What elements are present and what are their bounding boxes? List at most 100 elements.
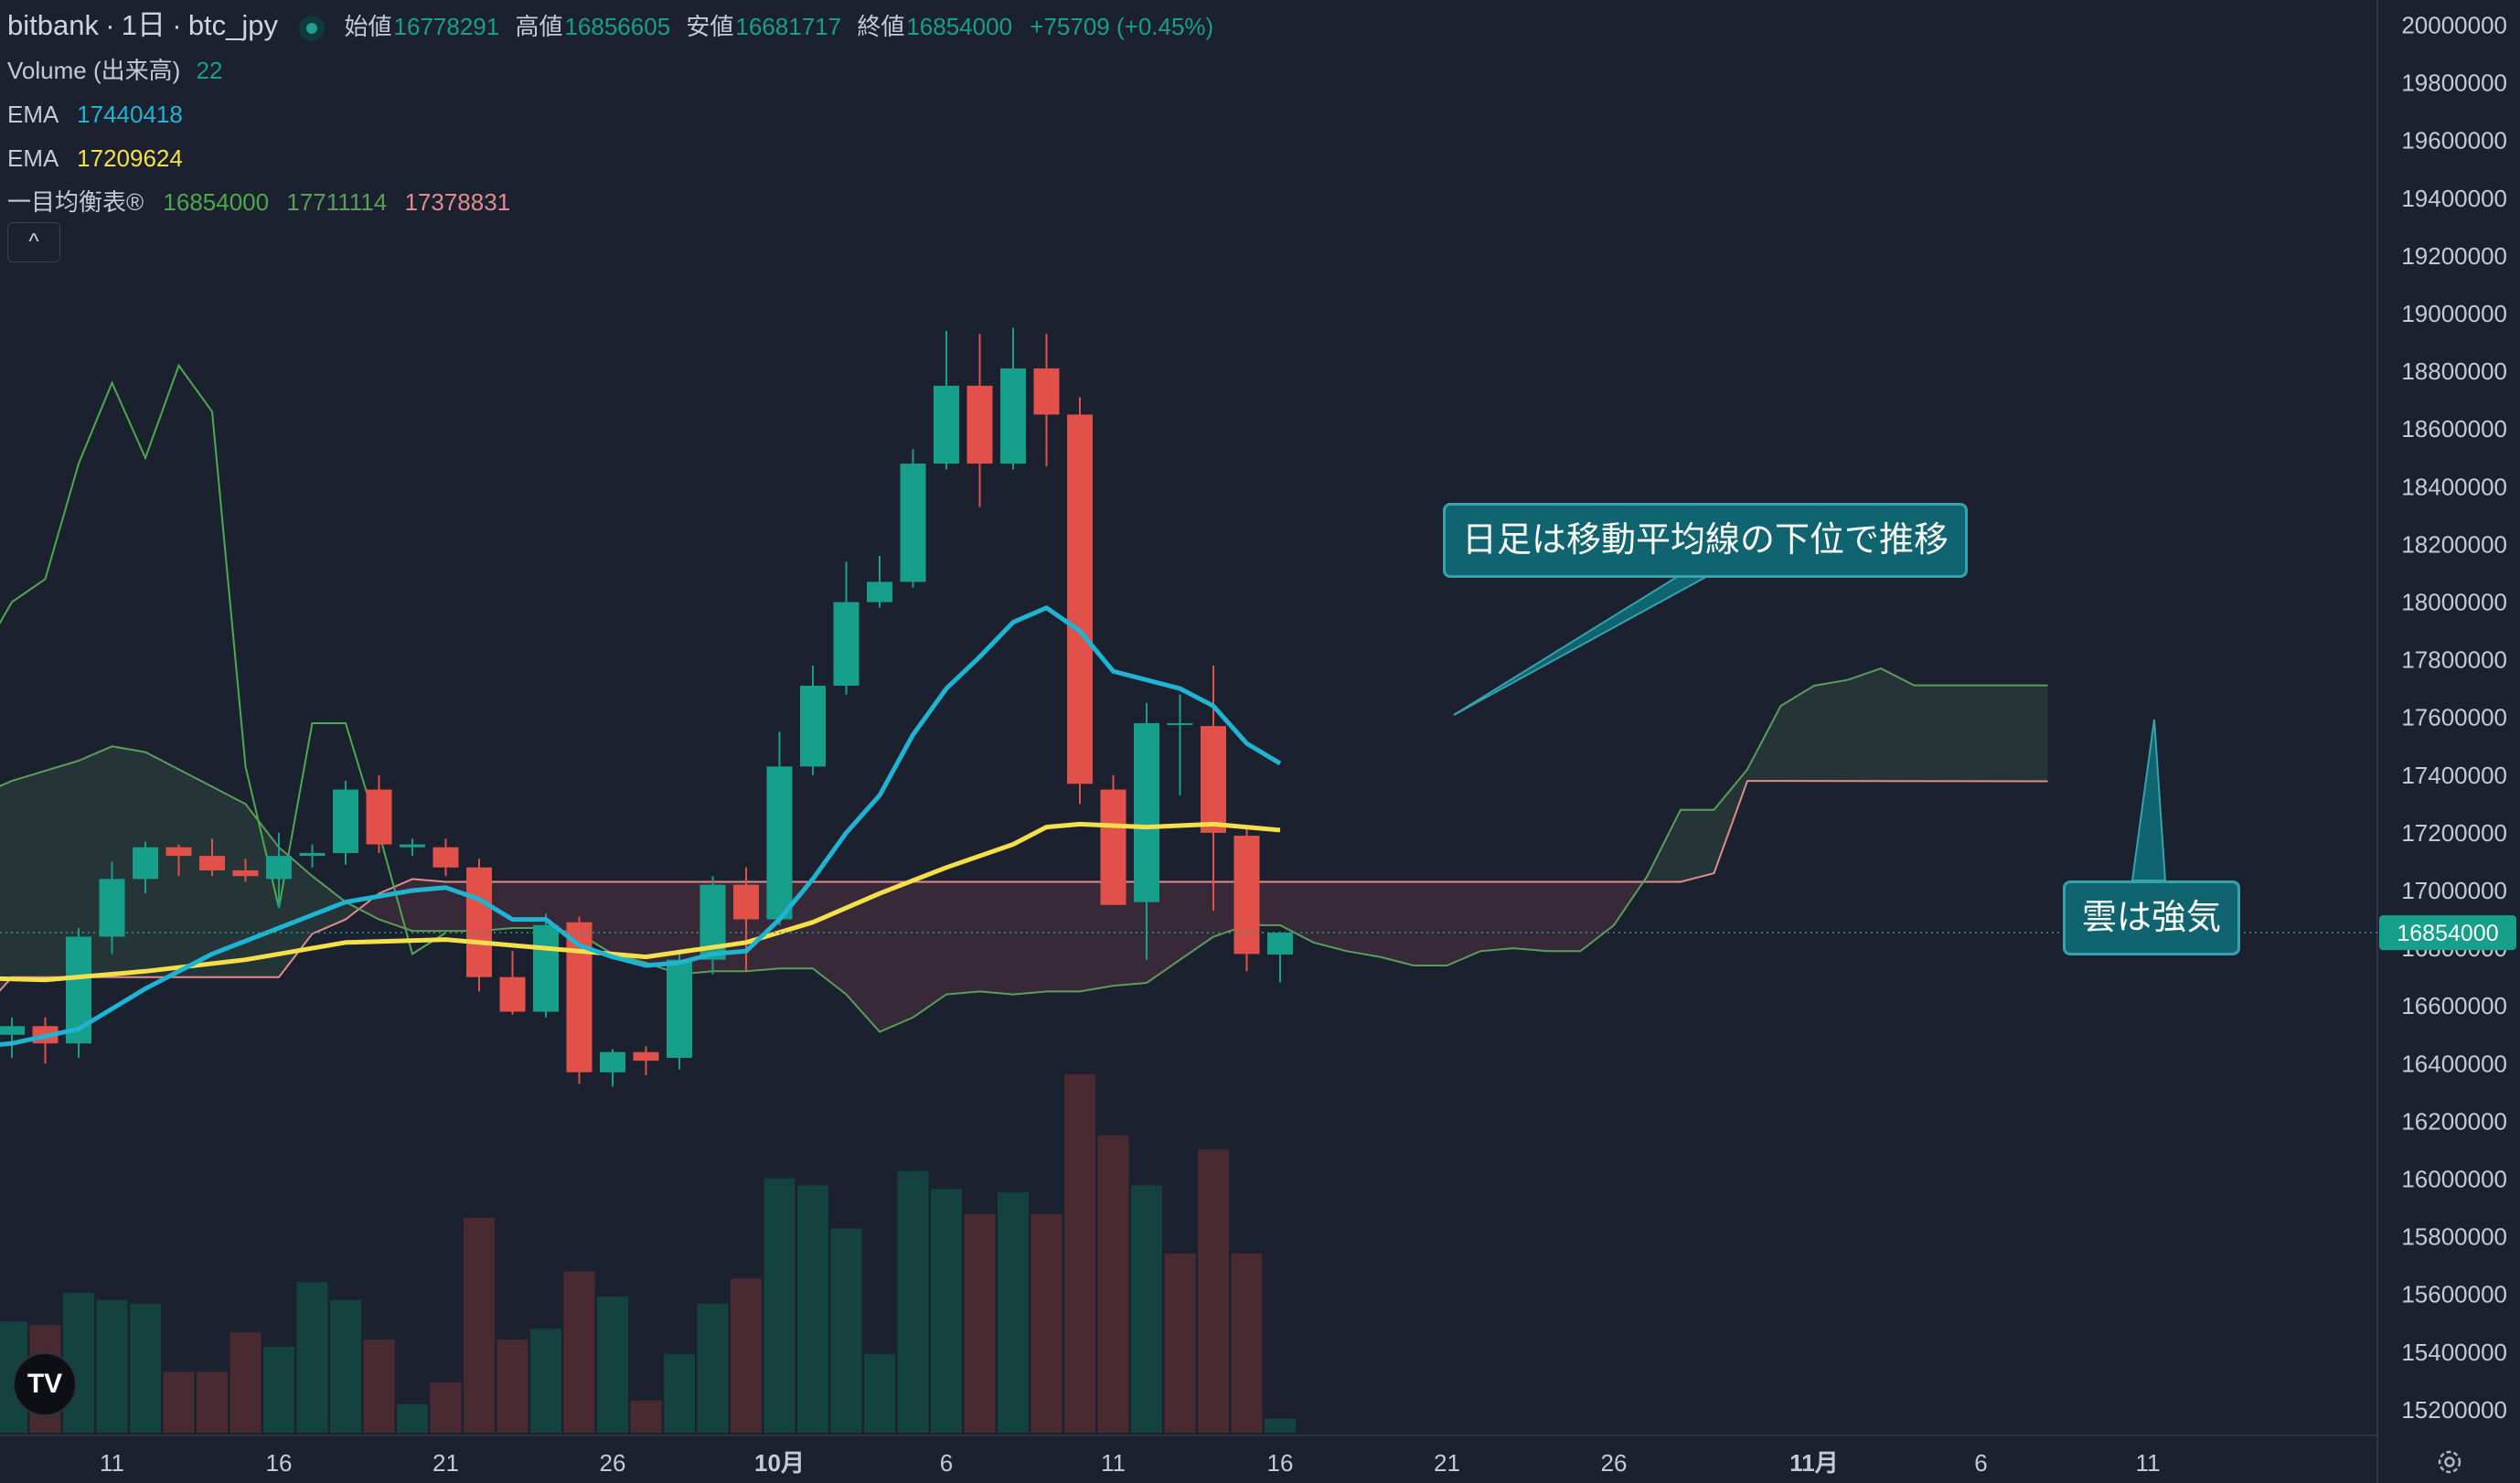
annotation-callout-moving-average[interactable]: 日足は移動平均線の下位で推移: [1443, 503, 1969, 578]
volume-bar: [931, 1189, 962, 1433]
y-axis-tick-label: 16400000: [2401, 1050, 2507, 1077]
volume-bar: [397, 1403, 428, 1433]
candle-down: [1100, 789, 1127, 905]
symbol-name[interactable]: btc_jpy: [187, 9, 279, 41]
x-axis-tick-label: 11: [100, 1449, 124, 1477]
price-axis-panel: [2377, 0, 2520, 1483]
change-value: +75709 (+0.45%): [1030, 13, 1214, 40]
ema-fast-value: 17440418: [77, 101, 183, 128]
y-axis-tick-label: 15400000: [2401, 1339, 2507, 1366]
volume-bar: [1164, 1254, 1196, 1433]
y-axis-tick-label: 18800000: [2401, 357, 2507, 385]
ichimoku-value-1: 16854000: [163, 188, 270, 216]
volume-bar: [363, 1339, 395, 1433]
legend-collapse-button[interactable]: ^: [7, 222, 60, 262]
y-axis-tick-label: 19600000: [2401, 127, 2507, 155]
candle-down: [1067, 414, 1093, 784]
y-axis-tick-label: 16000000: [2401, 1166, 2507, 1193]
candle-up: [667, 959, 692, 1058]
y-axis-tick-label: 18600000: [2401, 415, 2507, 443]
settings-gear-icon[interactable]: [2434, 1446, 2465, 1478]
ichimoku-chikou-line: [0, 363, 447, 955]
callout-pointer: [2130, 719, 2167, 881]
ichimoku-value-2: 17711114: [286, 188, 388, 216]
high-value: 16856605: [564, 13, 671, 40]
candle-up: [400, 844, 425, 848]
volume-bar: [163, 1371, 195, 1433]
candle-up: [833, 602, 860, 686]
ema-fast-legend-row[interactable]: EMA 17440418: [7, 92, 1223, 136]
volume-label: Volume (出来高): [7, 57, 181, 84]
logo-text: TV: [27, 1369, 63, 1399]
candle-up: [99, 879, 125, 937]
x-axis-tick-label: 21: [432, 1449, 459, 1477]
tradingview-logo-icon[interactable]: TV: [13, 1352, 77, 1416]
volume-bar: [998, 1192, 1029, 1433]
ichimoku-span-b-line: [0, 780, 2048, 992]
ema-fast-label: EMA: [7, 101, 58, 128]
candle-down: [466, 867, 492, 977]
x-axis-tick-label: 16: [266, 1449, 293, 1477]
volume-bar: [731, 1278, 762, 1433]
volume-bar: [1030, 1213, 1062, 1433]
exchange-name[interactable]: bitbank: [7, 9, 99, 41]
interval[interactable]: 1日: [121, 9, 166, 41]
candle-down: [432, 847, 459, 868]
volume-value: 22: [196, 57, 223, 84]
close-label: 終値: [857, 13, 905, 40]
candle-up: [766, 766, 793, 920]
candle-down: [232, 870, 259, 877]
x-axis-tick-label: 10月: [754, 1449, 805, 1477]
ichimoku-legend-row[interactable]: 一目均衡表® 16854000 17711114 17378831: [7, 180, 1223, 224]
x-axis-tick-label: 11: [1101, 1449, 1126, 1477]
volume-bar: [664, 1353, 695, 1433]
x-axis-tick-label: 6: [940, 1449, 953, 1477]
candle-up: [800, 685, 826, 767]
volume-bar: [964, 1213, 996, 1433]
close-value: 16854000: [906, 13, 1013, 40]
y-axis-tick-label: 16200000: [2401, 1107, 2507, 1135]
volume-bar: [1231, 1254, 1263, 1433]
callout-text: 雲は強気: [2082, 899, 2222, 937]
y-axis-tick-label: 18000000: [2401, 589, 2507, 616]
y-axis-tick-label: 19000000: [2401, 300, 2507, 327]
chevron-up-icon: ^: [28, 229, 39, 254]
candle-up: [867, 581, 892, 603]
volume-bar: [830, 1228, 862, 1433]
symbol-row: bitbank · 1日 · btc_jpy 始値16778291 高値1685…: [7, 4, 1223, 48]
candle-up: [1134, 723, 1159, 902]
volume-bar: [464, 1217, 495, 1433]
candle-up: [600, 1051, 625, 1072]
candle-down: [733, 884, 759, 920]
ema-slow-value: 17209624: [77, 144, 183, 172]
candle-down: [1233, 836, 1260, 955]
volume-bar: [1097, 1135, 1129, 1433]
open-label: 始値: [344, 13, 392, 40]
volume-bar: [763, 1178, 796, 1433]
market-status-dot-icon: [299, 16, 326, 42]
annotation-callout-cloud[interactable]: 雲は強気: [2063, 880, 2241, 955]
y-axis-tick-label: 17400000: [2401, 762, 2507, 789]
y-axis-tick-label: 20000000: [2401, 12, 2507, 39]
y-axis-tick-label: 19400000: [2401, 185, 2507, 212]
x-axis-tick-label: 26: [600, 1449, 626, 1477]
candle-up: [934, 385, 959, 464]
x-axis-tick-label: 16: [1267, 1449, 1294, 1477]
y-axis-tick-label: 17800000: [2401, 646, 2507, 674]
x-axis-tick-label: 11: [2136, 1449, 2161, 1477]
volume-bar: [230, 1332, 262, 1433]
y-axis-tick-label: 18400000: [2401, 473, 2507, 500]
low-value: 16681717: [735, 13, 842, 40]
candle-down: [199, 856, 225, 870]
ichimoku-value-3: 17378831: [404, 188, 511, 216]
candle-up: [333, 789, 358, 853]
volume-legend-row[interactable]: Volume (出来高) 22: [7, 48, 1223, 92]
y-axis-tick-label: 17200000: [2401, 819, 2507, 847]
volume-bar: [563, 1271, 595, 1433]
volume-bar: [330, 1299, 361, 1433]
ema-slow-legend-row[interactable]: EMA 17209624: [7, 136, 1223, 180]
x-axis-tick-label: 6: [1974, 1449, 1987, 1477]
last-price-label: 16854000: [2397, 921, 2498, 946]
